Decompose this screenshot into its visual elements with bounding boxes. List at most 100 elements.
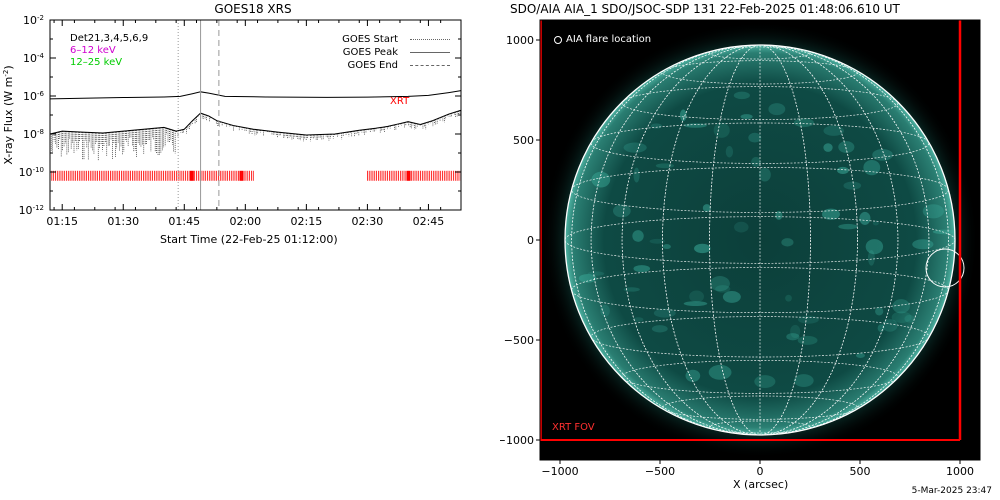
goes-legend-right: GOES Start GOES Peak GOES End	[330, 33, 450, 72]
longitude-line	[571, 45, 949, 435]
goes-ytick-label: 10-10	[19, 166, 44, 179]
flare-circle-icon	[554, 35, 562, 44]
goes-chart: X-ray Flux (W m-2) 10-2 10-4 10-6 10-8 10-10…	[2, 14, 462, 228]
aia-bright-patch	[653, 308, 676, 318]
aia-ytick-label: 0	[527, 234, 534, 247]
aia-xtick-label: −500	[645, 465, 675, 478]
goes-title: GOES18 XRS	[214, 2, 292, 16]
aia-bright-patch	[865, 239, 884, 255]
aia-bright-patch	[892, 299, 910, 314]
aia-active-regions	[578, 91, 955, 389]
aia-bright-patch	[733, 91, 750, 100]
aia-bright-patch	[882, 319, 898, 332]
goes-ylabel: X-ray Flux (W m-2)	[2, 65, 15, 164]
aia-bright-patch	[725, 146, 734, 158]
aia-bright-patch	[912, 239, 934, 250]
aia-xtick-label: 500	[850, 465, 871, 478]
aia-bright-patch	[838, 141, 855, 153]
goes-ytick-label: 10-4	[23, 52, 45, 65]
goes-xtick-label: 02:00	[229, 215, 261, 228]
aia-bright-patch	[775, 210, 783, 220]
aia-bright-patch	[722, 290, 741, 303]
aia-bright-patch	[683, 301, 708, 307]
aia-bright-patch	[867, 250, 875, 266]
aia-bright-patch	[872, 149, 893, 161]
goes-ytick-label: 10-8	[23, 128, 44, 141]
legend-dotted-line	[410, 39, 450, 40]
aia-bright-patch	[623, 142, 647, 153]
aia-bright-patch	[754, 375, 776, 389]
aia-bright-patch	[655, 163, 675, 169]
goes-xtick-label: 02:45	[413, 215, 445, 228]
aia-bright-patch	[649, 238, 666, 244]
aia-bright-patch	[855, 353, 865, 358]
xrt-label: XRT	[390, 96, 410, 107]
aia-bright-patch	[838, 223, 858, 230]
aia-ytick-label: −500	[504, 334, 534, 347]
aia-bright-patch	[785, 294, 792, 302]
aia-bright-patch	[863, 159, 881, 176]
aia-bright-patch	[748, 132, 762, 143]
legend-solid-line	[410, 52, 450, 53]
aia-bright-patch	[891, 311, 912, 324]
aia-bright-patch	[633, 167, 640, 183]
lower-series-noise	[50, 110, 461, 162]
aia-bright-patch	[843, 181, 862, 190]
aia-bright-patch	[821, 208, 840, 220]
legend-detectors: Det21,3,4,5,6,9	[70, 33, 149, 44]
aia-bright-patch	[702, 204, 711, 212]
aia-plot-area: −1000 −500 0 500 1000 1000 500 0 −500 −1000	[500, 19, 981, 478]
legend-goes-start: GOES Start	[330, 33, 450, 46]
aia-bright-patch	[679, 109, 687, 122]
legend-goes-peak: GOES Peak	[330, 46, 450, 59]
legend-goes-end: GOES End	[330, 59, 450, 72]
aia-bright-patch	[932, 229, 955, 235]
aia-bright-patch	[612, 204, 631, 218]
legend-dashed-line	[410, 65, 450, 66]
aia-ytick-label: 1000	[506, 34, 534, 47]
aia-bright-patch	[922, 204, 944, 219]
aia-bright-patch	[768, 103, 786, 116]
aia-ytick-label: 500	[513, 134, 534, 147]
goes-ytick-label: 10-12	[19, 204, 44, 217]
aia-bright-patch	[578, 273, 597, 283]
goes-xtick-label: 02:30	[352, 215, 384, 228]
aia-bright-patch	[715, 285, 731, 293]
longitude-line	[709, 45, 811, 435]
aia-bright-patch	[684, 123, 707, 128]
aia-bright-patch	[600, 304, 610, 317]
xrt-coverage	[49, 170, 462, 181]
aia-bright-patch	[632, 230, 644, 242]
xrt-fov-label: XRT FOV	[552, 422, 595, 433]
aia-title: SDO/AIA AIA_1 SDO/JSOC-SDP 131 22-Feb-20…	[510, 2, 900, 16]
aia-bright-patch	[837, 166, 849, 175]
goes-series-1	[49, 109, 462, 136]
aia-limb	[564, 44, 956, 436]
aia-sun-disk	[565, 45, 955, 435]
aia-bright-patch	[790, 324, 801, 339]
aia-bright-patch	[651, 325, 668, 333]
footer-date: 5-Mar-2025 23:47	[911, 486, 992, 496]
aia-bright-patch	[708, 364, 732, 380]
goes-series-0	[49, 90, 462, 100]
longitude-line	[590, 45, 930, 435]
aia-bright-patch	[709, 276, 730, 292]
aia-bright-patch	[758, 167, 771, 182]
aia-xtick-label: 1000	[946, 465, 974, 478]
aia-bright-patch	[793, 374, 814, 387]
goes-xtick-label: 02:15	[291, 215, 323, 228]
aia-xlabel: X (arcsec)	[733, 478, 789, 491]
aia-bright-patch	[859, 211, 871, 225]
aia-bright-patch	[781, 238, 794, 247]
aia-bright-patch	[786, 333, 800, 341]
aia-bright-patch	[797, 335, 818, 345]
goes-xtick-label: 01:45	[168, 215, 200, 228]
aia-bright-patch	[689, 290, 705, 303]
aia-bright-patch	[823, 143, 833, 152]
goes-ytick-label: 10-2	[23, 14, 44, 27]
aia-bright-patch	[685, 369, 701, 382]
goes-xtick-label: 01:30	[107, 215, 139, 228]
goes-legend-left: Det21,3,4,5,6,9 6–12 keV 12–25 keV	[70, 33, 148, 69]
goes-xlabel: Start Time (22-Feb-25 01:12:00)	[160, 233, 338, 246]
aia-image: −1000 −500 0 500 1000 1000 500 0 −500 −1000	[500, 19, 981, 478]
